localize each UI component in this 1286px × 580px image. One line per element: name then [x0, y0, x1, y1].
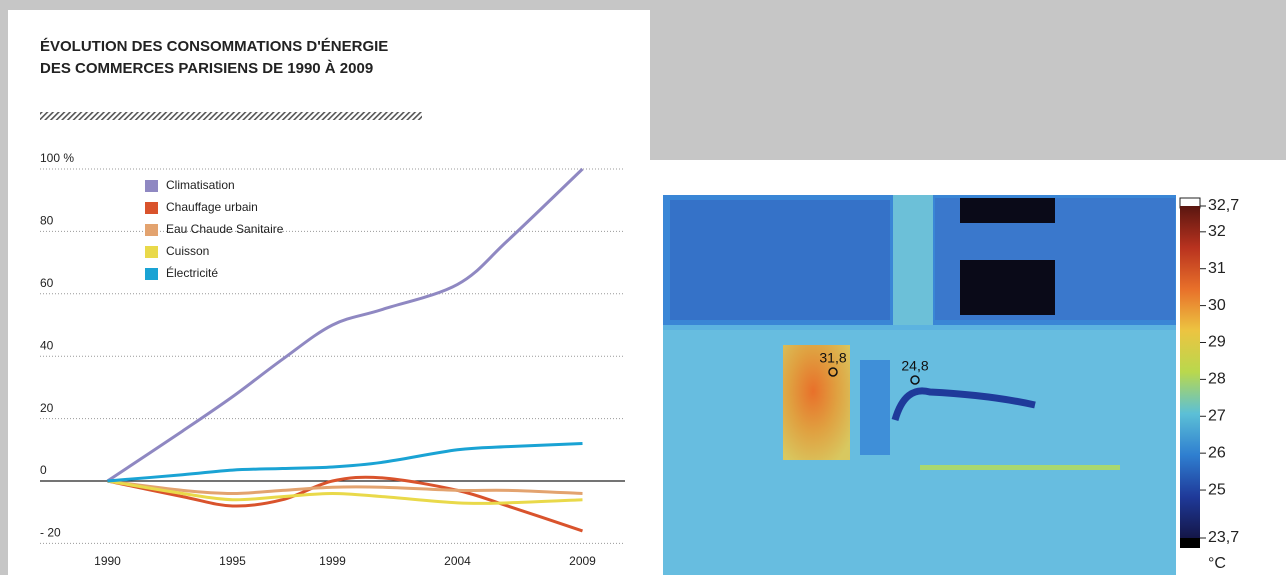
- legend-swatch: [145, 202, 158, 214]
- chart-title: DES COMMERCES PARISIENS DE 1990 À 2009: [40, 60, 373, 77]
- colorbar-tick-label: 29: [1208, 334, 1226, 351]
- colorbar-tick-label: 27: [1208, 407, 1226, 424]
- colorbar-tick-label: 31: [1208, 260, 1226, 277]
- legend-swatch: [145, 246, 158, 258]
- colorbar: [1180, 206, 1200, 538]
- colorbar-tick-label: 32: [1208, 223, 1226, 240]
- colorbar-tick-label: 23,7: [1208, 529, 1239, 546]
- colorbar-tick-label: 26: [1208, 444, 1226, 461]
- chart-title: ÉVOLUTION DES CONSOMMATIONS D'ÉNERGIE: [40, 38, 388, 55]
- y-tick-label: 100 %: [40, 151, 74, 165]
- legend-swatch: [145, 180, 158, 192]
- spot-marker: [910, 375, 920, 385]
- colorbar-cap: [1180, 536, 1200, 548]
- colorbar-tick-label: 32,7: [1208, 197, 1239, 214]
- line: [107, 442, 583, 483]
- thermal-image: [663, 195, 1176, 575]
- y-tick-label: 60: [40, 276, 54, 290]
- legend-label: Chauffage urbain: [166, 200, 258, 214]
- spot-label: 31,8: [819, 350, 846, 366]
- colorbar-unit: °C: [1208, 555, 1226, 572]
- x-tick-label: 2009: [569, 554, 596, 568]
- y-tick-label: 40: [40, 338, 54, 352]
- y-tick-label: 80: [40, 214, 54, 228]
- x-tick-label: 1995: [219, 554, 246, 568]
- legend-label: Électricité: [166, 265, 218, 280]
- x-tick-label: 2004: [444, 554, 471, 568]
- x-tick-label: 1999: [319, 554, 346, 568]
- colorbar-tick-label: 28: [1208, 371, 1226, 388]
- line: [107, 479, 583, 495]
- legend-label: Climatisation: [166, 178, 235, 192]
- left-panel: [8, 10, 650, 575]
- spot-marker: [828, 367, 838, 377]
- line: [106, 167, 584, 483]
- colorbar-tick-label: 25: [1208, 481, 1226, 498]
- legend-label: Eau Chaude Sanitaire: [166, 222, 284, 236]
- y-tick-label: 20: [40, 401, 54, 415]
- hatch-bar: [40, 112, 422, 120]
- spot-label: 24,8: [901, 358, 928, 374]
- y-tick-label: 0: [40, 463, 47, 477]
- colorbar-tick-label: 30: [1208, 297, 1226, 314]
- legend-swatch: [145, 224, 158, 236]
- legend-label: Cuisson: [166, 244, 209, 258]
- y-tick-label: - 20: [40, 526, 61, 540]
- x-tick-label: 1990: [94, 554, 121, 568]
- line: [107, 479, 583, 505]
- legend-swatch: [145, 268, 158, 280]
